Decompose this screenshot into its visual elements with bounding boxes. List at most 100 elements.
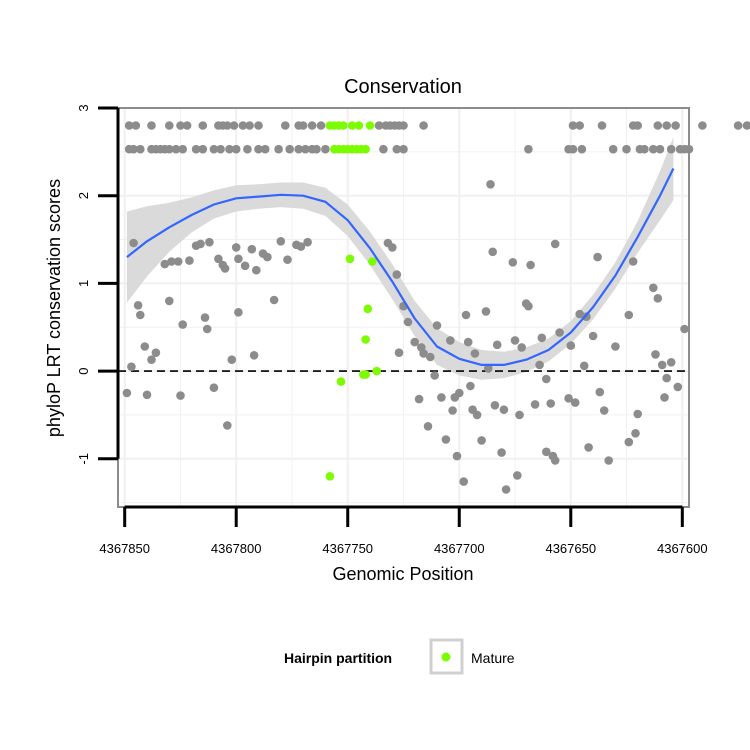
data-point [136,310,145,320]
data-point [624,310,634,320]
data-point [133,301,143,310]
y-tick-label: 0 [76,367,91,374]
data-point [597,121,607,130]
data-point [399,121,408,130]
data-point [441,435,451,444]
data-point [254,121,263,130]
data-point [160,259,170,269]
data-point-mature [361,144,370,154]
data-point [604,456,613,465]
data-point [238,121,248,130]
data-point [399,144,408,154]
data-point [510,336,520,345]
y-tick-label: 3 [76,104,91,111]
data-point [165,144,174,154]
data-point [225,144,234,154]
data-point [191,144,201,154]
y-tick-label: 2 [76,192,91,199]
data-point [124,121,134,130]
data-point [388,243,397,252]
data-point [582,312,591,322]
data-point [281,121,290,130]
data-point [515,410,524,420]
data-point [459,477,469,486]
data-point [321,144,330,154]
x-tick-label: 4367750 [322,541,373,556]
x-tick-label: 4367850 [99,541,150,556]
data-point [477,436,486,445]
confidence-ribbon [126,136,674,380]
data-point [733,121,743,130]
data-point [147,355,156,365]
data-point [537,333,547,343]
data-point [680,324,689,334]
data-point [294,144,304,154]
data-point [234,308,243,317]
data-point [202,324,212,334]
data-point [392,144,402,154]
x-axis-label: Genomic Position [332,564,473,584]
data-point [249,351,259,360]
data-point [234,254,243,264]
data-point [419,121,428,130]
data-point-mature [325,472,335,481]
data-point [198,121,208,130]
data-point [131,121,141,130]
data-point [165,121,174,130]
y-axis-label: phyloP LRT conservation scores [44,179,64,437]
data-point [147,121,156,130]
data-point [214,254,223,264]
data-point [666,144,676,154]
data-point [624,437,634,447]
data-point [312,144,321,154]
data-point [247,244,257,254]
data-point [490,401,500,410]
data-point [269,295,279,305]
data-point [526,260,535,270]
data-point [579,361,589,371]
data-point [176,121,185,130]
data-point [660,393,669,402]
data-point [165,296,174,306]
data-point [524,144,533,154]
data-point-mature [354,121,364,130]
data-point [316,121,326,130]
data-point [593,252,602,262]
data-point [575,309,584,319]
data-point [655,144,665,154]
data-point [622,144,631,154]
x-tick-label: 4367600 [657,541,708,556]
data-point [176,391,185,400]
data-point [129,238,138,248]
data-point [577,144,587,154]
data-point [662,121,671,130]
data-point [392,270,402,279]
data-point [570,398,580,407]
data-point [178,320,187,329]
data-point [173,257,183,266]
data-point [245,121,254,130]
data-point [437,393,446,402]
data-point [484,364,493,373]
y-tick-label: 1 [76,280,91,287]
data-point-mature [372,366,382,376]
data-point [542,374,551,384]
data-point [419,349,428,358]
data-point-mature [361,370,370,379]
data-point [566,341,576,350]
data-point [671,121,680,130]
data-point [296,242,306,251]
data-point [223,421,232,430]
data-point [653,294,663,303]
data-point [673,382,683,392]
data-point [488,247,498,257]
data-point [251,265,261,275]
data-point [550,239,560,249]
data-point [185,256,194,265]
data-point [301,144,310,154]
data-point [542,447,551,457]
data-point [240,261,250,271]
smooth-fit-line [126,168,675,366]
data-point [555,328,564,337]
data-point [140,342,150,351]
